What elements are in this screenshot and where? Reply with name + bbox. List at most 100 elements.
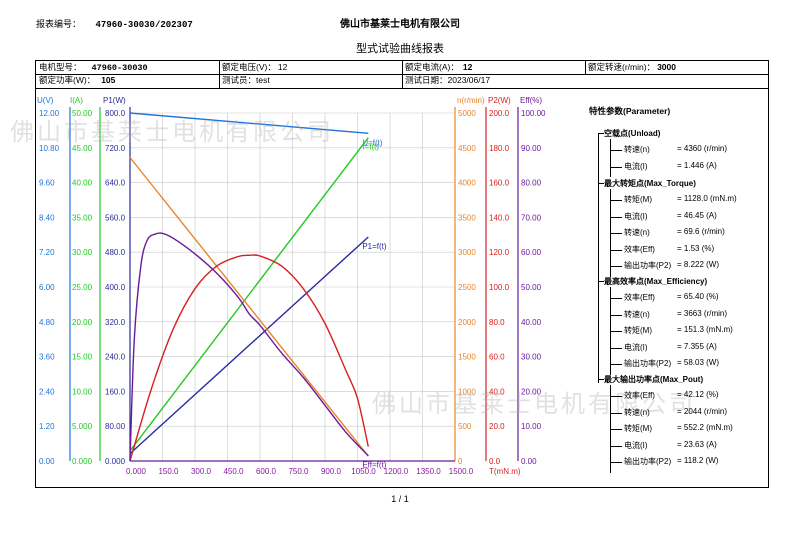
tick-label: 10.00 xyxy=(72,387,93,396)
series-line-2 xyxy=(129,236,369,455)
tick-label: 180.0 xyxy=(489,144,510,153)
tick-label: 5000 xyxy=(458,109,476,118)
tick-label: 120.0 xyxy=(489,248,510,257)
x-tick-label: 450.0 xyxy=(223,467,244,476)
tree-line xyxy=(610,189,611,277)
tick-label: 3.60 xyxy=(39,353,55,362)
tick-label: 6.00 xyxy=(39,283,55,292)
rated-power-label: 额定功率(W)： xyxy=(39,75,96,85)
x-tick-label: 1050.0 xyxy=(351,467,376,476)
param-label: 转矩(M) xyxy=(624,424,652,433)
tick-label: 0.00 xyxy=(521,457,537,466)
tick-label: 0.00 xyxy=(39,457,55,466)
tree-line xyxy=(610,216,622,218)
param-label: 电流(I) xyxy=(624,211,648,221)
tick-label: 10.00 xyxy=(521,422,542,431)
tree-line xyxy=(610,150,622,151)
tick-label: 20.00 xyxy=(72,318,93,327)
chart-frame xyxy=(35,87,769,488)
tree-line xyxy=(610,166,622,168)
axis-title-n(r/min): n(r/min) xyxy=(457,96,485,105)
tick-label: 720.0 xyxy=(105,144,126,153)
tick-label: 4500 xyxy=(458,144,476,153)
param-label: 转速(n) xyxy=(624,407,650,417)
tick-label: 2.40 xyxy=(39,387,55,396)
tree-trunk xyxy=(598,133,599,383)
param-label: 电流(I) xyxy=(624,161,648,171)
x-tick-label: 600.0 xyxy=(256,467,277,476)
tick-label: 140.0 xyxy=(489,213,510,222)
tick-label: 4.80 xyxy=(39,318,55,327)
tick-label: 480.0 xyxy=(105,248,126,257)
param-value: = 151.3 (mN.m) xyxy=(677,325,733,334)
tick-label: 400.0 xyxy=(105,283,126,292)
tick-label: 40.00 xyxy=(72,179,93,188)
tick-label: 25.00 xyxy=(72,283,93,292)
tick-label: 560.0 xyxy=(105,213,126,222)
x-tick-label: 750.0 xyxy=(288,467,309,476)
tick-label: 2500 xyxy=(458,283,476,292)
param-value: = 69.6 (r/min) xyxy=(677,227,725,236)
x-tick-label: 0.000 xyxy=(126,467,147,476)
param-value: = 7.355 (A) xyxy=(677,341,717,351)
tick-label: 40.0 xyxy=(489,387,505,396)
tick-label: 40.00 xyxy=(521,318,542,327)
tick-label: 0 xyxy=(458,457,463,466)
axis-title-U(V): U(V) xyxy=(37,96,54,105)
tick-label: 800.0 xyxy=(105,109,126,118)
x-tick-label: 300.0 xyxy=(191,467,212,476)
tick-label: 200.0 xyxy=(489,109,510,118)
param-value: = 1128.0 (mN.m) xyxy=(677,194,737,203)
report-number: 报表编号： 47960-30030/202307 xyxy=(36,19,193,30)
page-number: 1 / 1 xyxy=(391,494,409,504)
series-label-1: I=f(t) xyxy=(362,143,379,152)
tree-line xyxy=(598,379,604,380)
param-value: = 1.446 (A) xyxy=(677,160,717,170)
tick-label: 35.00 xyxy=(72,213,93,222)
x-tick-label: 1500.0 xyxy=(449,467,474,476)
param-value: = 552.2 (mN.m) xyxy=(677,423,733,432)
x-tick-label: 150.0 xyxy=(158,467,179,476)
param-label: 转矩(M) xyxy=(624,326,652,335)
tick-label: 7.20 xyxy=(39,248,55,257)
x-tick-label: 1350.0 xyxy=(416,467,441,476)
tree-line xyxy=(610,233,622,234)
tree-line xyxy=(610,364,622,365)
tick-label: 1000 xyxy=(458,387,476,396)
param-value: = 2044 (r/min) xyxy=(677,406,728,416)
series-line-0 xyxy=(129,112,369,134)
tree-line xyxy=(610,139,611,177)
tick-label: 45.00 xyxy=(72,144,93,153)
param-group-3: 最大输出功率点(Max_Pout) xyxy=(604,375,704,384)
tick-label: 30.00 xyxy=(72,248,93,257)
series-line-3 xyxy=(129,157,369,457)
watermark-bottom: 佛山市基莱士电机有限公司 xyxy=(372,391,696,418)
param-label: 输出功率(P2) xyxy=(624,457,672,466)
report-title: 型式试验曲线报表 xyxy=(356,43,444,55)
series-line-4 xyxy=(129,254,369,462)
rated-voltage-label: 额定电压(V)： xyxy=(222,62,276,72)
tick-label: 240.0 xyxy=(105,353,126,362)
tree-line xyxy=(610,287,611,375)
tick-label: 3000 xyxy=(458,248,476,257)
series-line-1 xyxy=(129,137,369,452)
series-line-5 xyxy=(129,232,369,462)
tick-label: 50.00 xyxy=(521,283,542,292)
param-value: = 46.45 (A) xyxy=(677,210,717,220)
tick-label: 10.80 xyxy=(39,144,60,153)
x-tick-label: 1200.0 xyxy=(384,467,409,476)
tick-label: 12.00 xyxy=(39,109,60,118)
tree-line xyxy=(610,298,622,299)
test-date-value: 2023/06/17 xyxy=(447,75,491,85)
tick-label: 8.40 xyxy=(39,213,55,222)
param-label: 效率(Eff) xyxy=(624,293,655,302)
tick-label: 20.00 xyxy=(521,387,542,396)
tick-label: 100.0 xyxy=(489,283,510,292)
tree-line xyxy=(598,133,604,134)
tick-label: 160.0 xyxy=(489,179,510,188)
param-label: 电流(I) xyxy=(624,440,648,450)
tree-line xyxy=(610,200,622,201)
tree-line xyxy=(610,249,622,251)
param-group-1: 最大转矩点(Max_Torque) xyxy=(604,179,696,188)
